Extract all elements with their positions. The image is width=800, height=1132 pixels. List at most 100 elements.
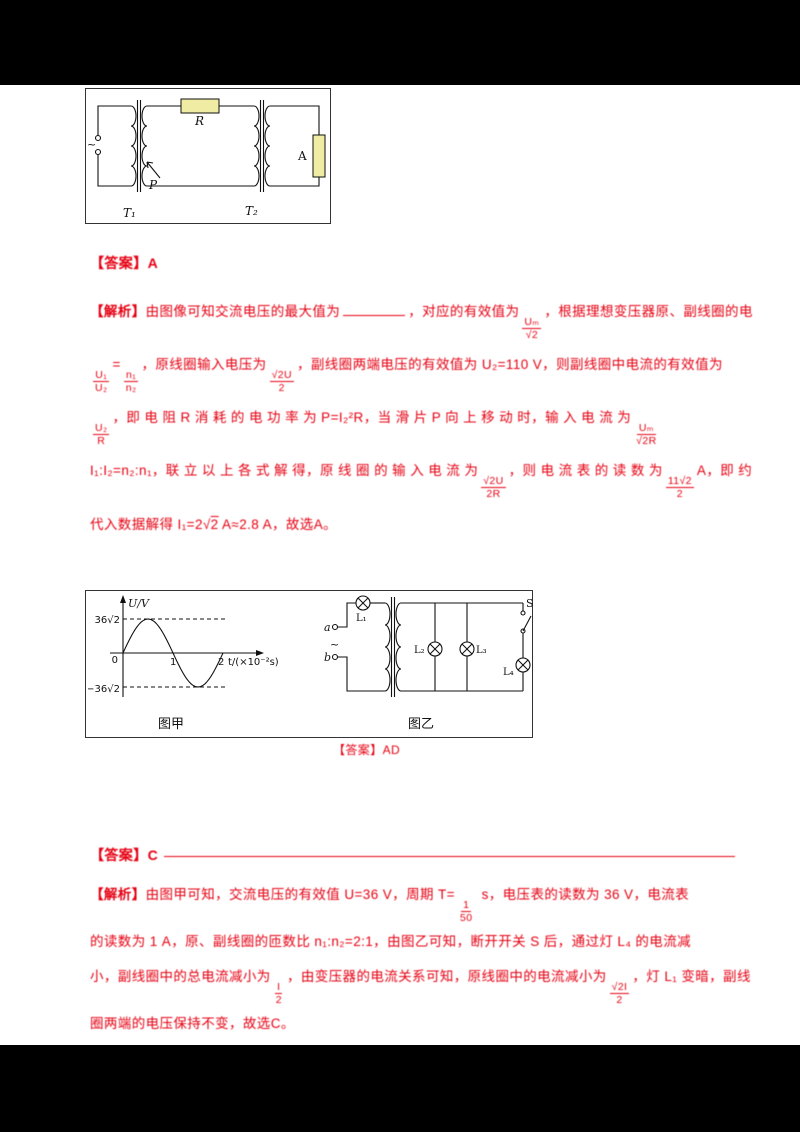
x-tick-2: 2 — [218, 657, 224, 668]
x-tick-1: 1 — [170, 657, 176, 668]
answer-heading-1: 【答案】A — [90, 255, 159, 271]
lamp-L3-icon — [459, 641, 475, 657]
text-run: 由图像可知交流电压的最大值为 — [145, 304, 341, 319]
document-page: ~ P T₁ R — [0, 85, 800, 1045]
blank-underline — [343, 304, 406, 316]
inline-fraction: U₁ U₂ — [93, 369, 110, 395]
text-run: ，根据理想变压器原、副线圈的电压关系 — [544, 304, 752, 319]
figure-caption-jia: 图甲 — [157, 717, 184, 732]
switch-contact — [520, 610, 526, 616]
ammeter-A-label: A — [297, 149, 307, 163]
text-run: ，对应的有效值为 — [408, 304, 520, 319]
transformer-circuit-figure: ~ P T₁ R — [85, 88, 331, 224]
answer-heading-2-row: 【答案】C — [90, 845, 735, 865]
lamp-cross — [517, 659, 529, 671]
ac-terminal-top — [94, 134, 102, 142]
text-run: ，则 电 流 表 的 读 数 为 — [508, 463, 663, 479]
x-axis-label: t/(×10⁻²s) — [228, 657, 279, 668]
text-run: I₁:I₂=n₂:n₁，联 立 以 上 各 式 解 得，原 线 圈 的 输 入 … — [90, 463, 479, 479]
bold-text: 【解析】 — [90, 887, 146, 902]
transformer-circuit-svg: ~ P T₁ R — [87, 98, 326, 220]
T2-secondary-coil — [264, 105, 271, 187]
ac-symbol: ~ — [87, 138, 96, 151]
text-run: ，由变压器的电流关系可知，原线圈中的电流减小为 — [286, 969, 607, 985]
heading-rule — [164, 855, 735, 857]
secondary-coil — [395, 602, 402, 692]
text-run: = — [112, 357, 121, 373]
text-run: 的读数为 1 A，原、副线圈的匝数比 n₁:n₂=2:1，由图乙可知，断开开关 … — [90, 934, 692, 950]
switch-blade — [522, 615, 532, 632]
text-run: ，灯 L₁ 变暗，副线 — [632, 969, 751, 985]
y-tick-min: −36√2 — [88, 684, 120, 695]
text-run: 圈两端的电压保持不变，故选C。 — [90, 1016, 295, 1032]
lamp-L1-label: L₁ — [356, 613, 367, 624]
figure-answer-caption: 【答案】AD — [333, 743, 401, 757]
terminal-b — [331, 653, 339, 661]
text-run: ，即 电 阻 R 消 耗 的 电 功 率 为 P=I₂²R，当 滑 片 P 向 … — [112, 410, 632, 426]
inline-fraction: √2I 2 — [609, 981, 630, 1007]
switch-S-icon — [520, 610, 532, 634]
lamp-L4-label: L₄ — [503, 667, 514, 678]
text-line: 圈两端的电压保持不变，故选C。 — [90, 1006, 752, 1041]
wire — [270, 177, 320, 187]
text-run: ，副线圈两端电压的有效值为 U₂=110 V，则副线圈中电流的有效值为 — [296, 357, 723, 373]
y-axis-label: U/V — [128, 597, 150, 610]
inline-fraction: 1 50 — [459, 899, 473, 925]
inline-fraction: 11√2 2 — [665, 475, 694, 501]
inline-fraction: Uₘ √2R — [636, 422, 657, 448]
figure-caption-yi: 图乙 — [407, 717, 434, 732]
text-line: I₁:I₂=n₂:n₁，联 立 以 上 各 式 解 得，原 线 圈 的 输 入 … — [90, 447, 752, 500]
lamp-L2-label: L₂ — [414, 645, 425, 656]
primary-coil — [384, 602, 391, 692]
lamp-L1-icon — [355, 595, 371, 611]
wire — [270, 105, 320, 135]
switch-S-label: S — [526, 597, 533, 610]
ammeter — [312, 134, 326, 178]
waveform-and-lamp-figure: U/V 36√2 0 −36√2 1 2 t/(×10⁻²s) a b ~ L₁ — [85, 590, 533, 738]
resistor-R — [180, 98, 220, 114]
wire — [97, 105, 131, 136]
text-line: 小，副线圈中的总电流减小为 I 2 ，由变压器的电流关系可知，原线圈中的电流减小为 √2… — [90, 959, 752, 1006]
text-run: s，电压表的读数为 36 V，电流表 — [477, 887, 690, 902]
analysis-paragraph-2: 【解析】由图甲可知，交流电压的有效值 U=36 V，周期 T= 1 50 s，电压表… — [90, 877, 752, 1041]
text-run: 小，副线圈中的总电流减小为 — [90, 969, 271, 985]
lamp-cross — [429, 643, 441, 655]
text-line: 代入数据解得 I₁=2√2 A≈2.8 A，故选A。 — [90, 501, 752, 548]
T1-primary-coil — [130, 105, 137, 187]
voltage-waveform-chart: U/V 36√2 0 −36√2 1 2 t/(×10⁻²s) — [88, 595, 279, 697]
resistor-R-label: R — [194, 114, 204, 128]
slider-arrow — [146, 161, 161, 179]
wire — [337, 656, 385, 692]
wire — [337, 602, 356, 628]
lamp-L3-label: L₃ — [476, 645, 487, 656]
terminal-b-label: b — [324, 651, 331, 664]
text-run: 代入数据解得 I₁=2 — [90, 516, 203, 532]
y-axis-arrow-icon — [120, 595, 126, 603]
origin-label: 0 — [112, 655, 118, 666]
text-run: ，原线圈输入电压为 — [141, 357, 267, 373]
terminal-a — [331, 623, 339, 631]
slider-P-label: P — [148, 178, 158, 192]
text-line: 的读数为 1 A，原、副线圈的匝数比 n₁:n₂=2:1，由图乙可知，断开开关 … — [90, 924, 752, 959]
T1-secondary-coil — [141, 105, 148, 187]
lamp-L4-icon — [515, 657, 531, 673]
wire — [97, 154, 131, 187]
text-line: U₁ U₂ = n₁ n₂ ，原线圈输入电压为 √2U 2 ，副线圈两端电压的有效值为 U₂=1… — [90, 341, 752, 394]
inline-fraction: Uₘ √2 — [522, 316, 542, 342]
T2-label: T₂ — [245, 204, 258, 218]
sine-curve — [122, 618, 224, 688]
text-run: A，即 约 为 — [696, 463, 752, 479]
lamp-cross — [357, 597, 369, 609]
transformer-T2: T₂ — [245, 100, 271, 218]
text-line: 【解析】由图甲可知，交流电压的有效值 U=36 V，周期 T= 1 50 s，电压表… — [90, 877, 752, 924]
T2-primary-coil — [253, 105, 260, 187]
answer-heading-2: 【答案】C — [90, 847, 159, 863]
ac-symbol: ~ — [330, 638, 339, 651]
bold-text: 【解析】 — [90, 304, 146, 319]
inline-fraction: √2U 2 — [269, 369, 294, 395]
text-run: 由图甲可知，交流电压的有效值 U=36 V，周期 T= — [145, 887, 455, 902]
lamp-circuit-svg: a b ~ L₁ — [324, 595, 533, 697]
sqrt-expression: √2 — [202, 516, 219, 532]
